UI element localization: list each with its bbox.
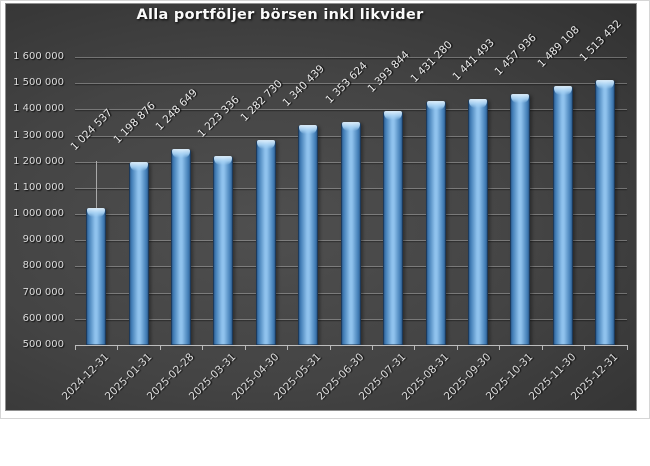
x-axis-tick-mark bbox=[499, 346, 501, 350]
gridline bbox=[75, 83, 627, 85]
x-axis-tick-mark bbox=[329, 346, 331, 350]
x-axis-tick-mark bbox=[75, 346, 76, 350]
bar-2025-06-30[interactable] bbox=[340, 121, 361, 345]
x-axis-tick-mark bbox=[244, 346, 246, 350]
bar-value-label: 1 441 493 bbox=[450, 36, 497, 83]
y-axis-tick-label: 700 000 bbox=[22, 286, 64, 298]
bar-2025-12-31[interactable] bbox=[595, 79, 616, 345]
x-axis-tick-mark bbox=[456, 346, 458, 350]
y-axis-tick-label: 500 000 bbox=[22, 339, 64, 350]
y-axis-tick-label: 900 000 bbox=[22, 234, 64, 246]
bar-2025-03-31[interactable] bbox=[213, 155, 234, 345]
x-axis-tick-mark bbox=[584, 346, 586, 350]
x-axis-tick-mark bbox=[117, 346, 119, 350]
bar-2025-08-31[interactable] bbox=[425, 101, 446, 345]
x-axis-tick-mark bbox=[287, 346, 289, 350]
gridline bbox=[75, 109, 627, 111]
gridline bbox=[75, 57, 627, 58]
y-axis-tick-label: 1 500 000 bbox=[13, 77, 64, 89]
x-axis-tick-mark bbox=[541, 346, 543, 350]
x-axis-tick-mark bbox=[159, 346, 161, 350]
y-axis-tick-label: 800 000 bbox=[22, 260, 64, 272]
x-axis-tick-mark bbox=[414, 346, 416, 350]
bar-2025-07-31[interactable] bbox=[383, 110, 404, 345]
label-leader-line bbox=[96, 160, 98, 208]
bar-value-label: 1 024 537 bbox=[68, 106, 116, 153]
y-axis-tick-label: 1 000 000 bbox=[13, 208, 64, 220]
bar-2025-09-30[interactable] bbox=[468, 98, 489, 345]
y-axis-tick-label: 1 200 000 bbox=[13, 155, 64, 167]
bar-value-label: 1 223 336 bbox=[195, 93, 243, 140]
bar-2025-10-31[interactable] bbox=[510, 94, 531, 345]
y-axis-tick-label: 1 100 000 bbox=[13, 181, 64, 193]
y-axis-tick-label: 1 300 000 bbox=[13, 129, 64, 141]
bar-2025-11-30[interactable] bbox=[552, 86, 573, 345]
x-axis-line bbox=[75, 345, 628, 346]
chart: Alla portföljer börsen inkl likvider 500… bbox=[5, 3, 637, 411]
y-axis-tick-label: 1 400 000 bbox=[13, 103, 64, 115]
bar-value-label: 1 393 844 bbox=[365, 48, 412, 95]
bar-value-label: 1 340 439 bbox=[280, 62, 328, 109]
y-axis-tick-label: 600 000 bbox=[22, 312, 64, 324]
bar-2025-04-30[interactable] bbox=[255, 140, 276, 345]
y-axis-tick-label: 1 600 000 bbox=[13, 51, 64, 62]
x-axis-tick-mark bbox=[626, 346, 628, 350]
bar-value-label: 1 489 108 bbox=[535, 23, 582, 71]
bar-value-label: 1 198 876 bbox=[111, 99, 158, 147]
chart-title: Alla portföljer börsen inkl likvider bbox=[136, 7, 424, 23]
x-axis-tick-mark bbox=[202, 346, 204, 350]
bar-2025-02-28[interactable] bbox=[171, 148, 192, 345]
x-axis-tick-mark bbox=[371, 346, 373, 350]
bar-2025-05-31[interactable] bbox=[298, 124, 319, 345]
chart-background bbox=[5, 3, 637, 411]
plot-area: 500 000 600 000 700 000 800 000 900 000 1 000… bbox=[13, 17, 628, 403]
bar-value-label: 1 457 936 bbox=[492, 31, 540, 79]
bar-value-label: 1 282 730 bbox=[238, 77, 285, 125]
bar-2025-01-31[interactable] bbox=[128, 162, 149, 345]
bar-value-label: 1 431 280 bbox=[408, 38, 455, 86]
bar-2024-12-31[interactable] bbox=[86, 207, 107, 345]
